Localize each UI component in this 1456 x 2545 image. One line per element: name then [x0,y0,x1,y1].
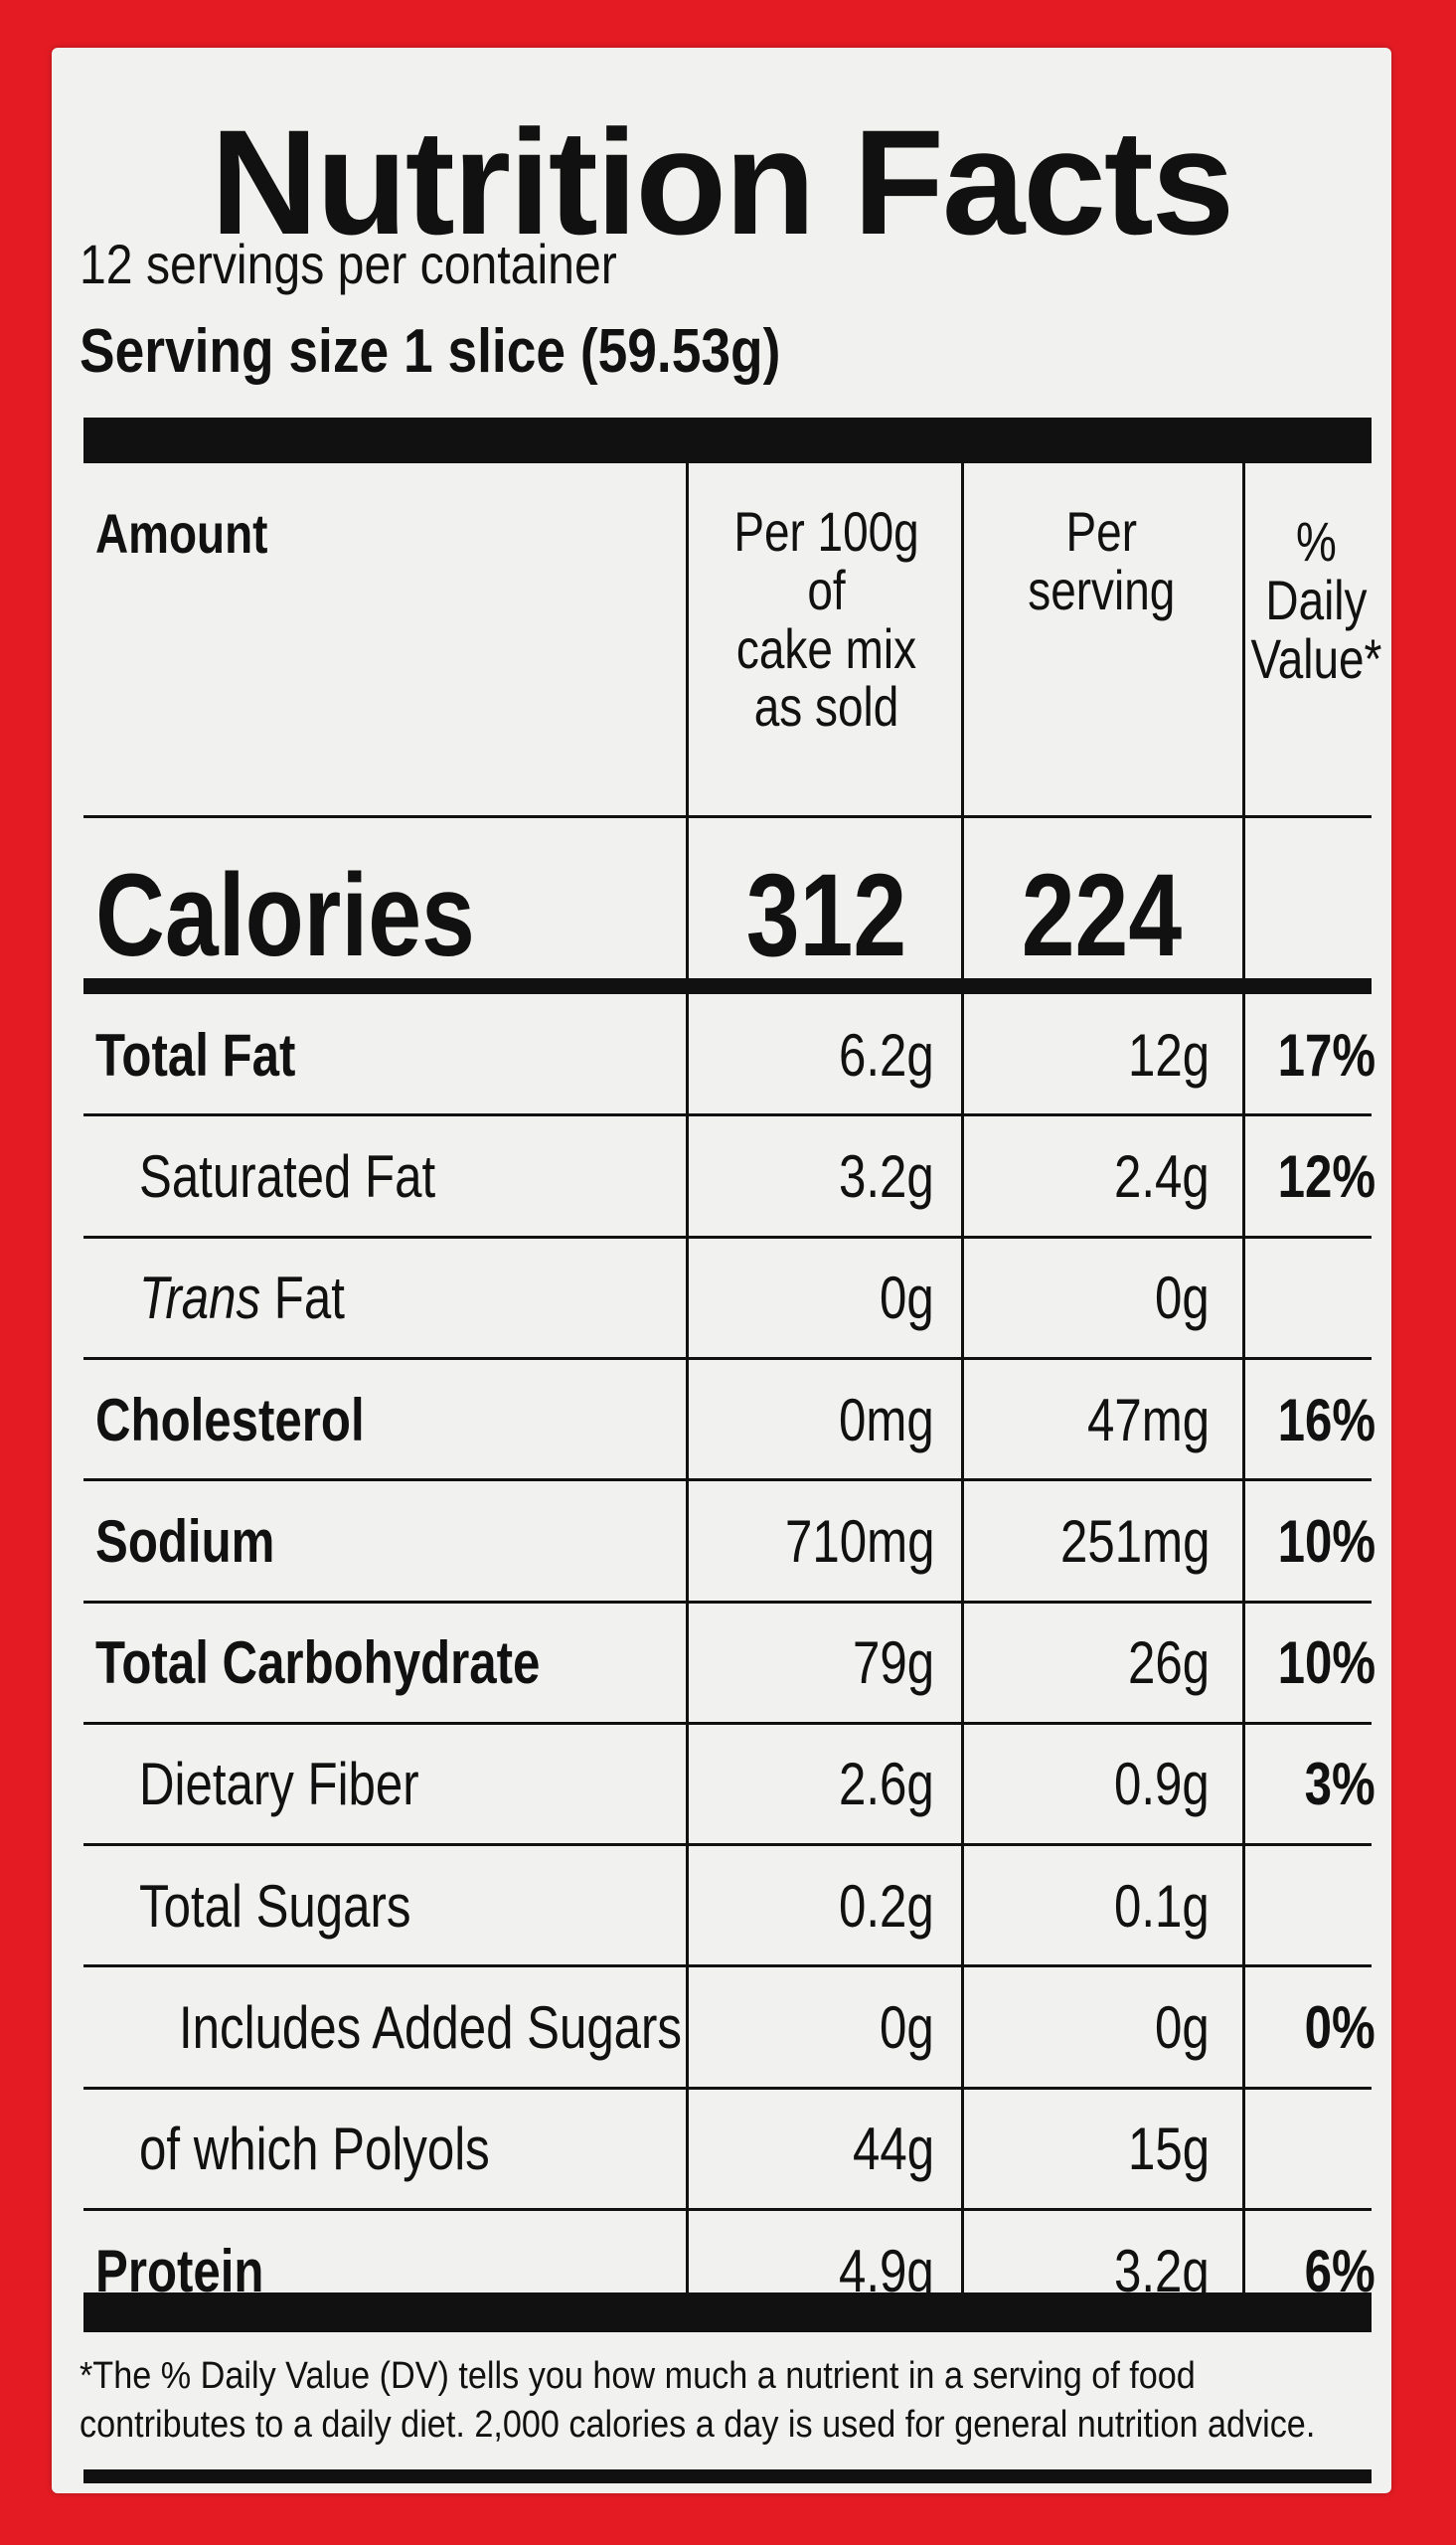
row-divider [83,1478,1372,1482]
header-per-serving: Per serving [1028,500,1176,621]
row-divider [83,815,1372,818]
column-divider [686,463,689,2292]
nutrient-label: of which Polyols [139,2116,490,2183]
nutrient-label: Trans Fat [139,1265,345,1332]
value-per-serving: 251mg [1059,1507,1210,1575]
serving-size: Serving size 1 slice (59.53g) [80,317,781,386]
row-divider [83,1356,1372,1360]
value-per-serving: 0g [1155,1994,1210,2062]
row-divider [83,1964,1372,1968]
value-per-100g: 0g [880,1994,934,2062]
row-divider [83,1721,1372,1725]
header-daily-value: % Daily Value* [1250,510,1381,690]
bottom-divider-bar [83,2292,1372,2332]
nutrient-label: Cholesterol [95,1386,365,1453]
daily-value-percent: 10% [1277,1629,1375,1697]
column-divider [961,463,964,2292]
value-per-serving: 0.1g [1114,1872,1210,1940]
value-per-serving: 26g [1127,1629,1210,1697]
top-divider-bar [83,418,1372,463]
nutrient-label: Total Carbohydrate [95,1629,541,1697]
row-divider [83,2086,1372,2090]
calories-per-100g: 312 [745,850,907,981]
value-per-100g: 79g [852,1629,934,1697]
daily-value-percent: 17% [1277,1021,1375,1089]
value-per-100g: 710mg [784,1507,934,1575]
value-per-100g: 0g [880,1265,934,1332]
label-title: Nutrition Facts [210,98,1234,265]
value-per-serving: 47mg [1086,1386,1210,1453]
calories-label: Calories [95,850,475,981]
nutrient-label: Total Sugars [139,1872,411,1940]
value-per-serving: 15g [1127,2116,1210,2183]
value-per-100g: 3.2g [839,1142,934,1210]
end-divider-bar [83,2469,1372,2483]
daily-value-percent: 12% [1277,1142,1375,1210]
row-divider [83,1113,1372,1117]
row-divider [83,1843,1372,1847]
servings-per-container: 12 servings per container [80,233,617,295]
nutrient-label: Saturated Fat [139,1142,436,1210]
nutrition-facts-label: Nutrition Facts 12 servings per containe… [52,48,1391,2493]
daily-value-footnote: *The % Daily Value (DV) tells you how mu… [80,2355,1316,2447]
daily-value-percent [1242,2089,1375,2210]
value-per-serving: 12g [1127,1021,1210,1089]
value-per-serving: 0g [1155,1265,1210,1332]
value-per-100g: 0.2g [839,1872,934,1940]
header-per-100g: Per 100g of cake mix as sold [733,500,919,739]
nutrient-label: Total Fat [95,1021,296,1089]
column-divider [1242,463,1245,2292]
nutrient-label: Dietary Fiber [139,1751,419,1818]
daily-value-percent [1242,1238,1375,1359]
value-per-100g: 6.2g [839,1021,934,1089]
calories-per-serving: 224 [1021,850,1183,981]
value-per-100g: 44g [852,2116,934,2183]
value-per-100g: 2.6g [839,1751,934,1818]
daily-value-percent: 0% [1304,1994,1375,2062]
daily-value-percent [1242,1845,1375,1966]
row-divider [83,1235,1372,1239]
daily-value-percent: 3% [1304,1751,1375,1818]
calories-divider [83,978,1372,994]
value-per-serving: 0.9g [1114,1751,1210,1818]
row-divider [83,2208,1372,2211]
row-divider [83,1600,1372,1604]
nutrient-label: Sodium [95,1507,275,1575]
nutrient-label: Includes Added Sugars [179,1994,683,2062]
nutrient-table: Amount Per 100g of cake mix as sold Per … [83,463,1381,2304]
value-per-serving: 2.4g [1114,1142,1210,1210]
value-per-100g: 0mg [839,1386,934,1453]
daily-value-percent: 10% [1277,1507,1375,1575]
header-amount: Amount [95,502,268,565]
daily-value-percent: 16% [1277,1386,1375,1453]
